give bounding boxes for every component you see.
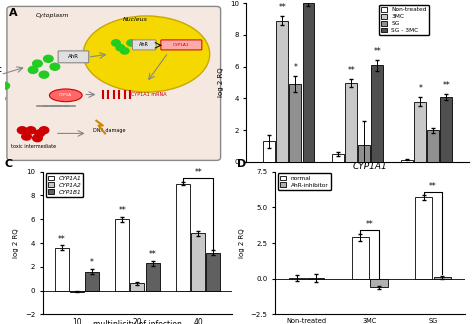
Y-axis label: log 2 RQ: log 2 RQ bbox=[13, 228, 19, 258]
Circle shape bbox=[39, 127, 49, 134]
Bar bbox=[352, 237, 369, 279]
Text: **: ** bbox=[366, 220, 374, 229]
Text: **: ** bbox=[347, 66, 355, 75]
Bar bbox=[415, 197, 432, 279]
Ellipse shape bbox=[49, 89, 82, 102]
Text: 40: 40 bbox=[193, 318, 203, 324]
Text: *: * bbox=[90, 258, 94, 267]
Circle shape bbox=[33, 135, 42, 142]
Bar bbox=[85, 272, 99, 291]
Circle shape bbox=[35, 130, 45, 137]
Bar bbox=[414, 102, 426, 162]
Circle shape bbox=[22, 133, 31, 140]
Legend: Non-treated, 3MC, SG, SG - 3MC: Non-treated, 3MC, SG, SG - 3MC bbox=[379, 5, 429, 35]
Bar bbox=[290, 84, 301, 162]
Bar bbox=[372, 65, 383, 162]
Y-axis label: log 2 RQ: log 2 RQ bbox=[239, 228, 245, 258]
Bar bbox=[55, 248, 69, 291]
Circle shape bbox=[44, 55, 53, 62]
Bar bbox=[358, 145, 370, 162]
Text: C: C bbox=[5, 159, 13, 169]
Text: Nucleus: Nucleus bbox=[123, 17, 148, 22]
Text: A: A bbox=[9, 8, 18, 18]
Circle shape bbox=[0, 87, 3, 94]
Bar bbox=[70, 291, 84, 292]
Circle shape bbox=[120, 48, 129, 54]
Bar bbox=[289, 278, 306, 279]
Bar bbox=[440, 97, 452, 162]
Text: Non-treated: Non-treated bbox=[286, 318, 327, 324]
Bar bbox=[332, 154, 344, 162]
Circle shape bbox=[50, 63, 60, 70]
Bar bbox=[434, 277, 451, 279]
Text: toxic intermediate: toxic intermediate bbox=[10, 144, 55, 149]
Text: **: ** bbox=[442, 81, 450, 90]
Circle shape bbox=[39, 71, 49, 78]
Bar bbox=[371, 279, 388, 287]
Text: SG: SG bbox=[428, 318, 438, 324]
Circle shape bbox=[18, 127, 27, 134]
Text: D: D bbox=[237, 159, 246, 169]
Bar bbox=[346, 83, 357, 162]
Text: 10: 10 bbox=[72, 318, 82, 324]
Circle shape bbox=[111, 40, 120, 46]
Ellipse shape bbox=[83, 16, 210, 92]
Bar bbox=[302, 3, 314, 162]
Text: Cytoplasm: Cytoplasm bbox=[36, 13, 70, 18]
Text: 20: 20 bbox=[133, 318, 142, 324]
Bar bbox=[264, 141, 275, 162]
Bar bbox=[427, 130, 439, 162]
Text: **: ** bbox=[149, 250, 156, 259]
Bar bbox=[176, 184, 190, 291]
Circle shape bbox=[0, 95, 5, 102]
Bar bbox=[307, 278, 324, 279]
FancyBboxPatch shape bbox=[161, 40, 202, 50]
Text: CYP1A1: CYP1A1 bbox=[275, 176, 302, 182]
Bar bbox=[146, 263, 160, 291]
Text: **: ** bbox=[374, 47, 381, 56]
Circle shape bbox=[127, 40, 136, 46]
Text: **: ** bbox=[279, 3, 286, 12]
Bar bbox=[130, 284, 145, 291]
Text: CYP1A1: CYP1A1 bbox=[173, 43, 190, 47]
Bar bbox=[115, 219, 129, 291]
FancyBboxPatch shape bbox=[7, 6, 220, 160]
Text: *: * bbox=[419, 84, 422, 93]
Circle shape bbox=[33, 60, 42, 67]
Text: **: ** bbox=[429, 182, 437, 191]
Legend: CYP1A1, CYP1A2, CYP1B1: CYP1A1, CYP1A2, CYP1B1 bbox=[46, 173, 83, 197]
FancyBboxPatch shape bbox=[133, 40, 156, 50]
Circle shape bbox=[26, 127, 36, 134]
Text: CYP1A2: CYP1A2 bbox=[344, 176, 372, 182]
Text: AhR: AhR bbox=[68, 54, 79, 59]
Bar bbox=[276, 21, 289, 162]
Text: **: ** bbox=[118, 206, 126, 215]
Text: 3MC: 3MC bbox=[0, 67, 2, 73]
Text: 3MC: 3MC bbox=[363, 318, 377, 324]
Text: DNA damage: DNA damage bbox=[93, 128, 126, 133]
Text: **: ** bbox=[194, 168, 202, 177]
Bar bbox=[191, 234, 205, 291]
Text: AhR: AhR bbox=[139, 42, 149, 47]
Bar bbox=[206, 252, 220, 291]
Text: CYP1A1 mRNA: CYP1A1 mRNA bbox=[131, 92, 167, 97]
Circle shape bbox=[116, 44, 125, 51]
X-axis label: multiplicity of infection: multiplicity of infection bbox=[93, 320, 182, 324]
Text: **: ** bbox=[58, 235, 65, 244]
Text: CYP1A: CYP1A bbox=[59, 93, 73, 97]
Bar bbox=[401, 160, 413, 162]
Title: CYP1A1: CYP1A1 bbox=[352, 162, 387, 171]
Text: *: * bbox=[293, 63, 297, 72]
Circle shape bbox=[28, 66, 38, 74]
FancyBboxPatch shape bbox=[58, 51, 89, 63]
Legend: normal, AhR-inhibitor: normal, AhR-inhibitor bbox=[278, 173, 331, 190]
Text: CYP1B1: CYP1B1 bbox=[413, 176, 440, 182]
Circle shape bbox=[0, 82, 9, 89]
Y-axis label: log 2 RQ: log 2 RQ bbox=[219, 68, 224, 98]
